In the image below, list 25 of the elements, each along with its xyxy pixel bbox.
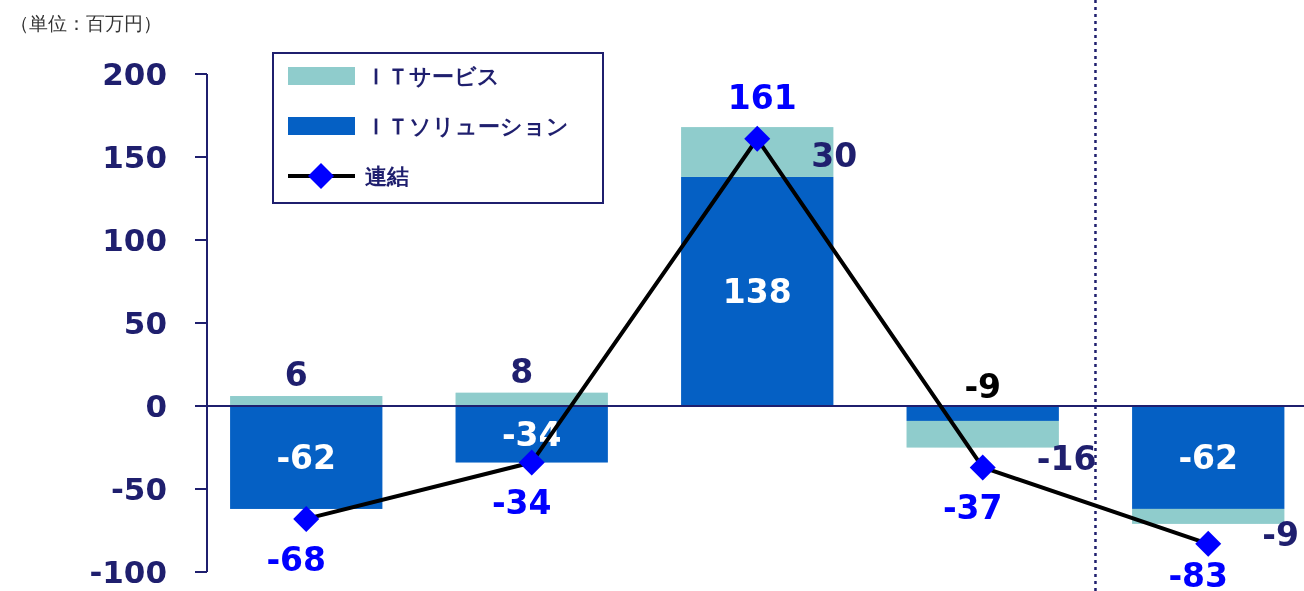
data-label: 6: [284, 355, 308, 395]
data-label: 30: [811, 136, 858, 176]
y-tick-label: 150: [102, 139, 167, 175]
y-tick-label: -100: [89, 554, 167, 590]
data-label: -16: [1036, 438, 1097, 478]
data-label: -68: [266, 539, 327, 579]
data-label: -83: [1168, 556, 1229, 591]
data-label: -34: [491, 483, 552, 523]
data-label: -9: [964, 367, 1002, 406]
y-tick-label: -50: [110, 471, 167, 507]
data-label: 161: [727, 77, 797, 117]
legend-label: 連結: [365, 164, 409, 189]
y-tick-label: 200: [102, 56, 167, 92]
data-label: -62: [276, 438, 337, 478]
data-label: 138: [722, 272, 792, 312]
data-label: -9: [1262, 514, 1299, 554]
data-label: -37: [942, 488, 1003, 528]
legend-label: ＩＴサービス: [365, 64, 500, 89]
y-tick-label: 50: [123, 305, 167, 341]
y-tick-label: 0: [145, 388, 167, 424]
data-label: 8: [510, 351, 534, 391]
legend-label: ＩＴソリューション: [365, 114, 569, 139]
y-tick-label: 100: [102, 222, 167, 258]
data-label: -62: [1178, 438, 1239, 478]
text: （単位：百万円）: [10, 12, 162, 34]
